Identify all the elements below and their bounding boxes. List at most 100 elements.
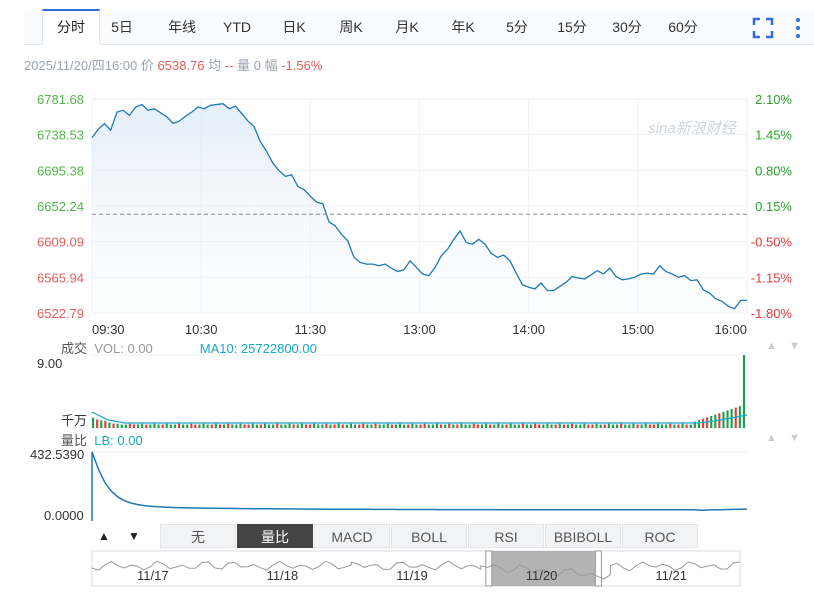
volume-bar	[161, 424, 164, 428]
vol-value-label: VOL: 0.00	[94, 341, 153, 356]
indicator-tab-2[interactable]: MACD	[314, 524, 390, 548]
indicator-tab-1[interactable]: 量比	[237, 524, 313, 548]
volume-bar	[571, 423, 574, 428]
lb-panel-label: 量比	[61, 433, 88, 448]
volume-bar	[501, 424, 504, 428]
y-tick-right: 0.80%	[755, 163, 792, 178]
volume-bar	[575, 424, 578, 428]
volume-bar	[505, 424, 508, 428]
volume-bar	[444, 424, 447, 428]
navigator-handle[interactable]	[485, 550, 493, 587]
volume-panel-arrows[interactable]: ▲ ▼	[766, 340, 800, 352]
volume-bar	[255, 424, 258, 428]
volume-bar	[595, 423, 598, 428]
price-area	[92, 103, 747, 313]
y-tick-right: 0.15%	[755, 199, 792, 214]
indicator-tab-4[interactable]: RSI	[468, 524, 544, 548]
navigator-line	[91, 560, 741, 580]
volume-bar	[374, 423, 377, 428]
volume-bar	[198, 424, 201, 428]
volume-bar	[345, 424, 348, 428]
tab-6[interactable]: 月K	[395, 19, 419, 35]
volume-panel-label: 成交	[61, 341, 88, 356]
volume-bar	[382, 424, 385, 428]
volume-bar	[706, 417, 709, 428]
volume-bar	[390, 424, 393, 428]
volume-bar	[485, 423, 488, 428]
navigator-handle[interactable]	[594, 550, 602, 587]
change-label: 幅	[264, 58, 278, 73]
volume-bar	[194, 424, 197, 428]
tab-4[interactable]: 日K	[282, 19, 306, 35]
volume-bar	[186, 424, 189, 428]
tab-3[interactable]: YTD	[223, 19, 251, 35]
lb-panel-arrows[interactable]: ▲ ▼	[766, 432, 800, 444]
volume-bar	[509, 423, 512, 428]
change-value: -1.56%	[281, 58, 323, 73]
volume-bar	[476, 424, 479, 428]
navigator-selection[interactable]	[488, 551, 599, 586]
x-tick: 11:30	[295, 322, 327, 337]
volume-bar	[132, 424, 135, 428]
x-tick: 16:00	[714, 322, 747, 337]
volume-bar	[681, 423, 684, 428]
volume-bar	[685, 424, 688, 428]
volume-bar	[358, 424, 361, 428]
scroll-down-button[interactable]: ▼	[128, 529, 140, 543]
tab-5[interactable]: 周K	[339, 19, 363, 35]
more-menu-icon[interactable]	[787, 17, 809, 39]
tab-1[interactable]: 5日	[111, 19, 133, 35]
volume-bar	[141, 423, 144, 428]
volume-bar	[693, 421, 696, 428]
volume-bar	[583, 423, 586, 428]
volume-bar	[468, 424, 471, 428]
avg-value: --	[224, 58, 234, 73]
tab-11[interactable]: 60分	[668, 19, 698, 35]
volume-bar	[440, 424, 443, 428]
volume-bar	[202, 423, 205, 428]
tab-7[interactable]: 年K	[451, 19, 475, 35]
volume-bar	[108, 422, 111, 428]
volume-bar	[525, 424, 528, 428]
volume-bar	[231, 424, 234, 428]
volume-bar	[190, 423, 193, 428]
volume-bar	[517, 424, 520, 428]
volume-bar	[423, 423, 426, 428]
navigator-date: 11/20	[526, 568, 558, 583]
tab-0[interactable]: 分时	[42, 9, 100, 45]
volume-bar	[169, 424, 172, 428]
volume-bar	[251, 423, 254, 428]
volume-header: 成交 VOL: 0.00 MA10: 25722800.00	[61, 338, 317, 357]
volume-bar	[218, 424, 221, 428]
volume-bar	[137, 424, 140, 428]
volume-bar	[546, 423, 549, 428]
indicator-tab-5[interactable]: BBIBOLL	[545, 524, 621, 548]
volume-bar	[480, 424, 483, 428]
volume-bar	[472, 423, 475, 428]
volume-bar	[550, 424, 553, 428]
x-tick: 10:30	[185, 322, 218, 337]
volume-bar	[292, 424, 295, 428]
volume-bar	[566, 424, 569, 428]
volume-bar	[460, 423, 463, 428]
indicator-tab-3[interactable]: BOLL	[391, 524, 467, 548]
tab-10[interactable]: 30分	[612, 19, 642, 35]
volume-bar	[562, 424, 565, 428]
tab-9[interactable]: 15分	[557, 19, 587, 35]
volume-unit: 千万	[61, 413, 87, 428]
tab-8[interactable]: 5分	[506, 19, 528, 35]
volume-bar	[259, 424, 262, 428]
fullscreen-icon[interactable]	[752, 17, 774, 39]
y-tick-right: -0.50%	[751, 235, 793, 250]
x-tick: 14:00	[512, 322, 545, 337]
scroll-up-button[interactable]: ▲	[98, 529, 110, 543]
avg-label: 均	[208, 58, 222, 73]
y-tick-right: -1.15%	[751, 270, 793, 285]
navigator-date: 11/19	[396, 568, 428, 583]
volume-bar	[157, 424, 160, 428]
indicator-tab-6[interactable]: ROC	[622, 524, 698, 548]
indicator-tab-0[interactable]: 无	[160, 524, 236, 548]
volume-bar	[411, 423, 414, 428]
tab-2[interactable]: 年线	[168, 19, 196, 35]
volume-bar	[227, 423, 230, 428]
